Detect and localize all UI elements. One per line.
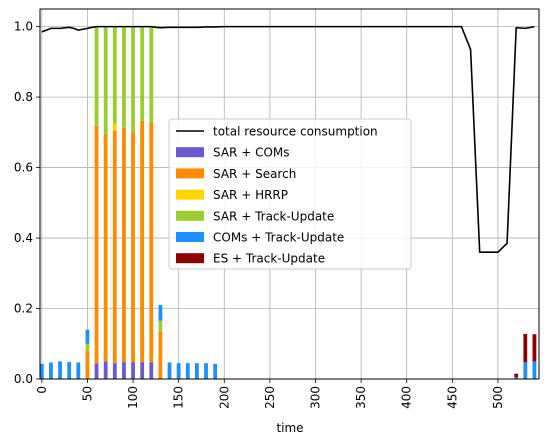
legend-label: COMs + Track-Update [213, 231, 344, 245]
bar-coms-track-update [195, 363, 199, 379]
bar-sar-track-update [122, 26, 126, 128]
bar-sar-coms [122, 362, 126, 379]
x-tick-label: 100 [126, 386, 140, 409]
legend-label: SAR + Search [213, 167, 296, 181]
y-tick-label: 0.0 [14, 372, 33, 386]
x-tick-label: 450 [445, 386, 459, 409]
bar-coms-track-update [523, 362, 528, 379]
legend-swatch [176, 168, 204, 179]
bar-sar-search [149, 122, 154, 363]
bar-es-track-update [523, 333, 528, 363]
x-tick-label: 300 [308, 386, 322, 409]
legend-swatch [176, 210, 204, 221]
x-tick-label: 50 [80, 386, 94, 401]
y-axis-ticks: 0.0 0.2 0.4 0.6 0.8 1.0 [14, 20, 40, 386]
x-tick-label: 150 [172, 386, 186, 409]
bar-sar-track-update [103, 26, 108, 135]
bar-coms-track-update [67, 362, 72, 379]
bar-coms-track-update [204, 363, 208, 379]
bar-coms-track-update [514, 377, 519, 379]
bar-sar-search [140, 120, 145, 363]
legend: total resource consumption SAR + COMs SAR … [168, 118, 412, 270]
bar-es-track-update [514, 373, 519, 378]
bar-sar-track-update [131, 26, 135, 132]
bar-coms-track-update [85, 329, 90, 344]
bar-sar-coms [112, 363, 117, 379]
bar-coms-track-update [176, 363, 181, 379]
bar-sar-search [85, 350, 90, 379]
x-tick-label: 500 [491, 386, 505, 409]
plot-frame [39, 8, 540, 380]
bar-sar-coms [149, 362, 154, 379]
bar-sar-track-update [94, 26, 99, 126]
bar-sar-track-update [112, 26, 117, 124]
bar-coms-track-update [49, 362, 53, 379]
bar-coms-track-update [158, 305, 163, 321]
bar-sar-coms [131, 362, 135, 379]
legend-label: ES + Track-Update [213, 252, 325, 266]
bar-sar-track-update [140, 26, 145, 121]
bar-coms-track-update [213, 363, 218, 379]
x-axis-ticks: 0 50 100 150 200 250 300 350 400 450 500 [35, 379, 505, 409]
bar-coms-track-update [58, 361, 62, 379]
bar-sar-search [122, 127, 126, 363]
bar-coms-track-update [532, 361, 537, 379]
bar-sar-track-update [149, 26, 154, 123]
bar-sar-track-update [85, 343, 90, 351]
legend-swatch [176, 189, 204, 200]
bar-sar-search [94, 125, 99, 364]
legend-label: SAR + COMs [213, 146, 290, 160]
legend-swatch [176, 253, 204, 264]
bar-sar-track-update [158, 320, 163, 332]
legend-label: SAR + HRRP [213, 188, 288, 202]
y-tick-label: 0.8 [14, 90, 33, 104]
bar-sar-coms [94, 363, 99, 379]
y-tick-label: 0.4 [14, 231, 33, 245]
legend-swatch [176, 232, 204, 242]
x-tick-label: 0 [35, 386, 49, 394]
bar-sar-coms [103, 361, 108, 379]
bars [39, 26, 537, 379]
x-tick-label: 400 [400, 386, 414, 409]
bar-es-track-update [532, 334, 537, 362]
bar-sar-search [131, 131, 135, 363]
x-axis-label: time [276, 421, 303, 435]
bar-coms-track-update [185, 363, 190, 379]
x-tick-label: 200 [217, 386, 231, 409]
legend-label: SAR + Track-Update [213, 209, 334, 223]
legend-swatch [176, 147, 204, 158]
x-tick-label: 250 [263, 386, 277, 409]
bar-coms-track-update [76, 362, 81, 379]
bar-sar-coms [140, 362, 145, 379]
bar-coms-track-update [167, 362, 172, 379]
x-tick-label: 350 [354, 386, 368, 409]
legend-box [168, 118, 412, 270]
bar-sar-search [103, 134, 108, 362]
total-resource-consumption-line [41, 25, 535, 253]
y-tick-label: 1.0 [14, 20, 33, 34]
bar-coms-track-update [39, 363, 44, 379]
legend-label: total resource consumption [213, 125, 378, 139]
line-layer [41, 25, 535, 253]
y-tick-label: 0.6 [14, 161, 33, 175]
bar-sar-hrrp [112, 123, 117, 131]
bar-sar-search [158, 331, 163, 379]
y-tick-label: 0.2 [14, 302, 33, 316]
bar-sar-search [112, 130, 117, 364]
